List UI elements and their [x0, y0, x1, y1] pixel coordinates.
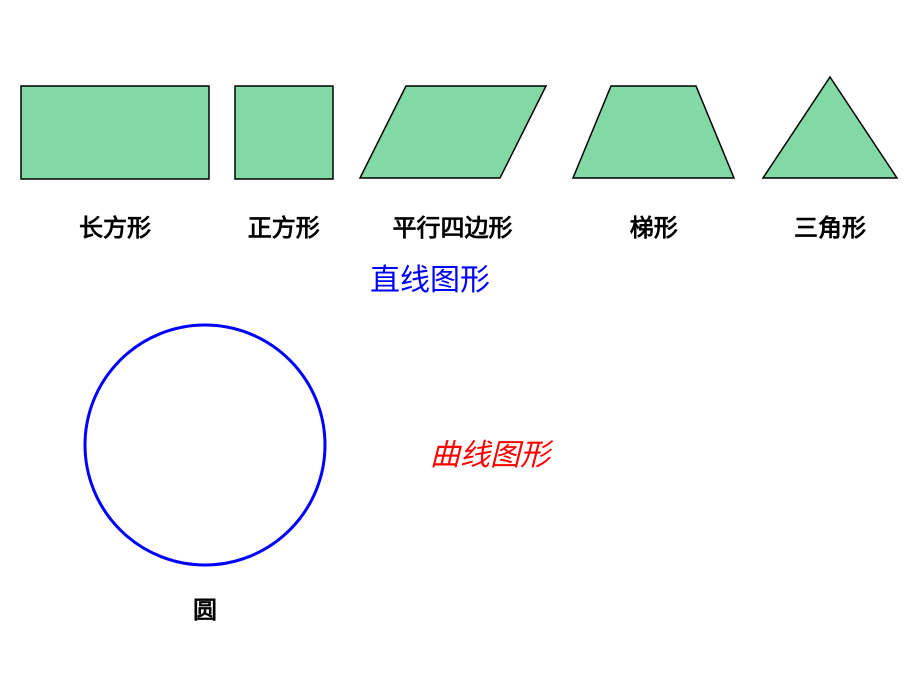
square-svg: [234, 85, 334, 180]
straight-shapes-row: 长方形 正方形 平行四边形 梯形 三角形: [20, 75, 900, 243]
rectangle-svg: [20, 85, 210, 180]
shape-circle: 圆: [80, 320, 330, 625]
circle-svg: [80, 320, 330, 570]
parallelogram-svg: [358, 85, 548, 180]
trapezoid-svg: [571, 85, 736, 180]
category-straight-label: 直线图形: [370, 255, 490, 299]
rectangle-label: 长方形: [79, 208, 151, 243]
shape-parallelogram: 平行四边形: [358, 85, 548, 243]
shape-square: 正方形: [234, 85, 334, 243]
triangle-svg: [760, 75, 900, 180]
square-label: 正方形: [248, 208, 320, 243]
circle-label: 圆: [193, 590, 217, 625]
category-curve-label: 曲线图形: [430, 430, 550, 474]
shape-triangle: 三角形: [760, 75, 900, 243]
shape-rectangle: 长方形: [20, 85, 210, 243]
triangle-label: 三角形: [794, 208, 866, 243]
shape-trapezoid: 梯形: [571, 85, 736, 243]
parallelogram-label: 平行四边形: [393, 208, 513, 243]
trapezoid-label: 梯形: [630, 208, 678, 243]
